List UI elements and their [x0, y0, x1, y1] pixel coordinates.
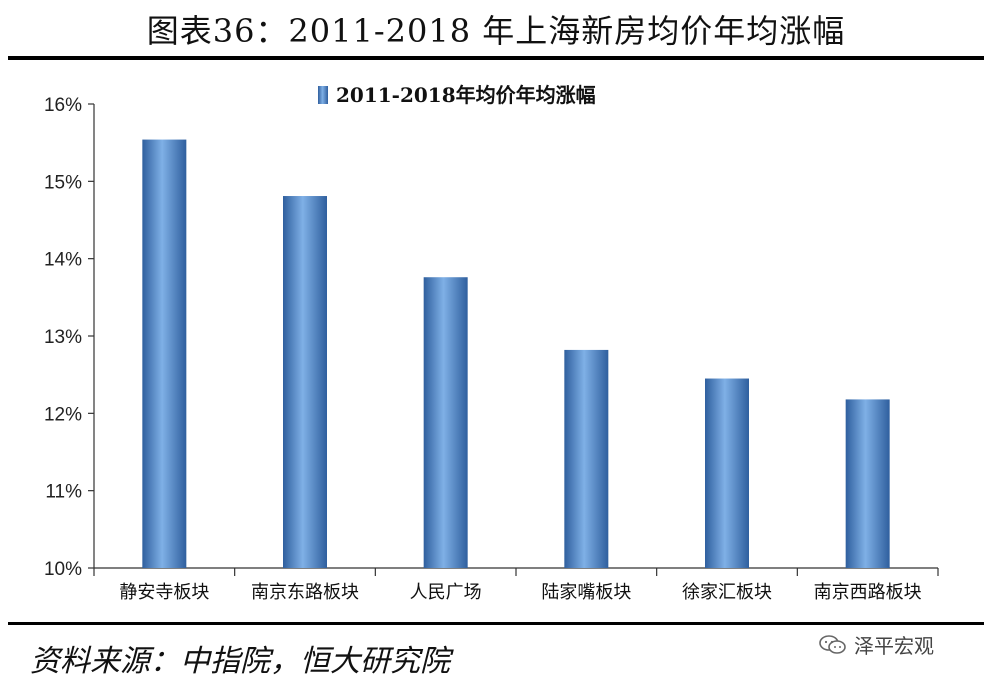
watermark: 泽平宏观	[818, 630, 934, 659]
legend-swatch	[318, 86, 328, 104]
figure-title: 图表36：2011-2018 年上海新房均价年均涨幅	[146, 12, 846, 50]
x-tick-label: 静安寺板块	[119, 582, 209, 603]
y-tick-label: 16%	[44, 95, 82, 116]
y-tick-label: 13%	[44, 327, 82, 348]
top-divider	[8, 56, 984, 60]
x-tick-label: 陆家嘴板块	[541, 582, 631, 603]
axes: 10% 11% 12% 13% 14% 15% 16% 静安寺板块 南京东路板块 人民广场 陆家嘴板…	[44, 95, 939, 603]
chart-svg: 10% 11% 12% 13% 14% 15% 16% 静安寺板块 南京东路板块 人民广场 陆家嘴板…	[44, 83, 939, 603]
legend-label: 2011-2018年均价年均涨幅	[336, 83, 596, 107]
y-tick-label: 11%	[45, 482, 82, 503]
bar	[423, 277, 468, 568]
bar	[564, 349, 609, 568]
x-tick-label: 徐家汇板块	[682, 582, 772, 603]
y-tick-label: 14%	[44, 250, 82, 271]
x-tick-label: 南京西路板块	[814, 582, 922, 603]
bar-chart: 10% 11% 12% 13% 14% 15% 16% 静安寺板块 南京东路板块 人民广场 陆家嘴板…	[0, 64, 992, 624]
bar	[845, 399, 890, 568]
bars	[142, 139, 890, 568]
legend: 2011-2018年均价年均涨幅	[318, 83, 596, 107]
bar	[142, 139, 187, 568]
y-tick-label: 15%	[44, 172, 82, 193]
wechat-icon	[819, 634, 846, 654]
x-tick-label: 人民广场	[410, 582, 482, 603]
bar	[283, 196, 327, 568]
y-tick-label: 12%	[44, 404, 82, 425]
watermark-text: 泽平宏观	[854, 634, 934, 658]
source-note: 资料来源：中指院，恒大研究院	[30, 644, 450, 679]
y-tick-label: 10%	[44, 559, 82, 580]
x-tick-label: 南京东路板块	[251, 582, 359, 603]
bottom-divider	[8, 622, 984, 625]
bar	[705, 378, 749, 568]
